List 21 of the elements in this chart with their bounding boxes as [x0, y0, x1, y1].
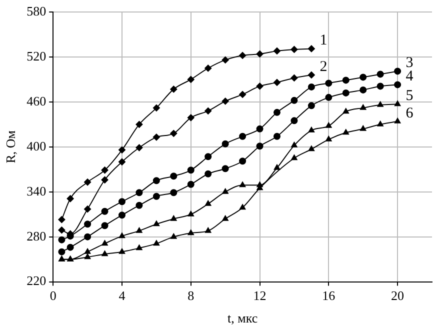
y-tick-label: 580: [26, 3, 46, 18]
x-tick-label: 16: [322, 288, 336, 304]
y-axis-title: R, Ом: [3, 130, 18, 164]
x-tick-label: 0: [50, 288, 56, 304]
x-tick-label: 8: [188, 288, 194, 304]
series-label: 6: [406, 105, 414, 122]
x-tick-label: 4: [118, 288, 126, 304]
series-label: 5: [406, 88, 414, 104]
y-tick-label: 520: [26, 48, 46, 64]
series-label: 4: [406, 68, 414, 85]
y-tick-label: 400: [26, 138, 46, 154]
y-tick-label: 460: [26, 93, 46, 108]
x-tick-label: 20: [391, 288, 404, 304]
series-label: 1: [320, 32, 328, 49]
series-label: 2: [320, 58, 328, 75]
y-tick-label: 340: [26, 183, 46, 198]
x-tick-label: 12: [253, 288, 266, 304]
y-tick-label: 220: [26, 273, 46, 288]
x-axis-title: t, мкс: [227, 310, 258, 326]
series-label: 3: [406, 55, 414, 72]
y-tick-label: 280: [26, 228, 46, 244]
